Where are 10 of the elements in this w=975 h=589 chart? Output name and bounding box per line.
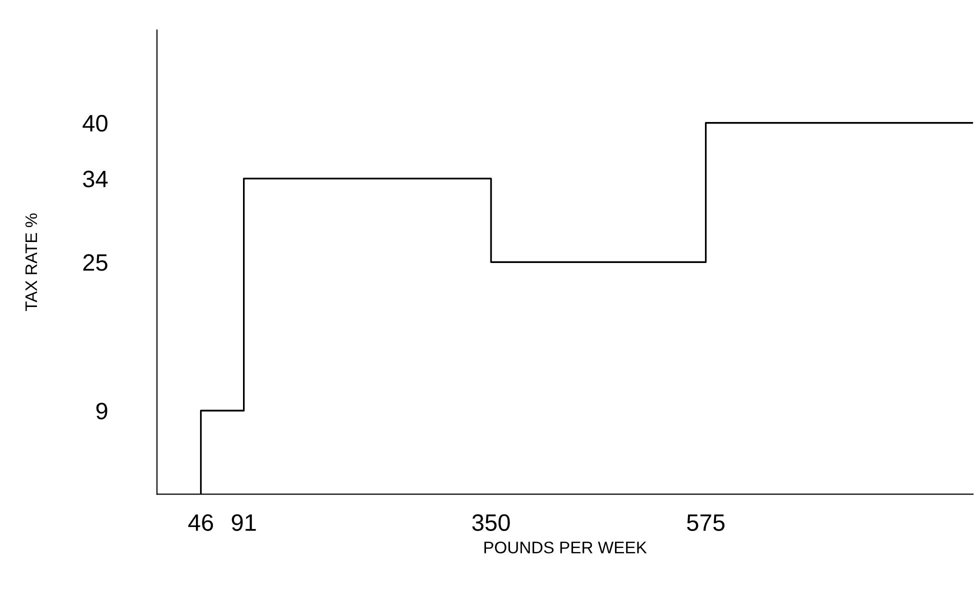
y-tick-label: 34	[83, 170, 108, 188]
x-tick-label: 575	[687, 514, 725, 531]
x-tick-label: 91	[232, 514, 256, 531]
y-tick-label: 9	[96, 402, 108, 420]
x-tick-label: 46	[188, 514, 213, 531]
y-axis-title: TAX RATE %	[25, 213, 38, 311]
x-axis-title: POUNDS PER WEEK	[484, 542, 647, 554]
x-tick-label: 350	[472, 514, 510, 531]
y-tick-label: 40	[82, 114, 108, 132]
y-tick-label: 25	[83, 254, 108, 271]
